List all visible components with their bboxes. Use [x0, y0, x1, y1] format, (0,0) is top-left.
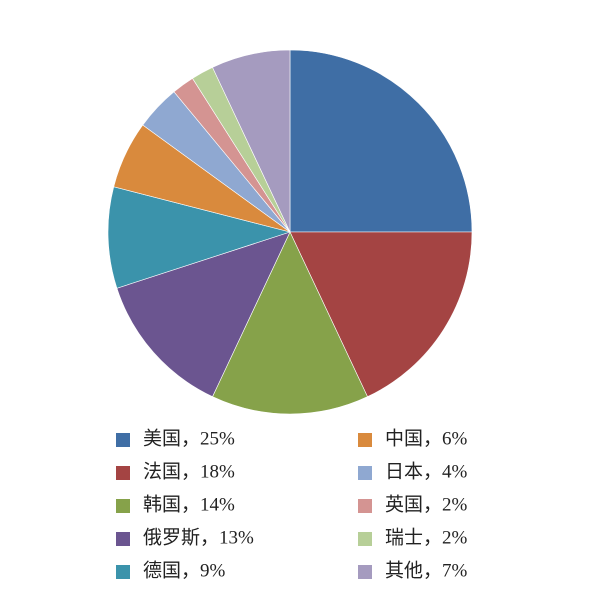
- legend-swatch: [358, 532, 372, 546]
- pie-slice: [289, 49, 473, 233]
- legend-swatch: [116, 433, 130, 447]
- legend-swatch: [116, 532, 130, 546]
- legend-label: 日本，4%: [385, 460, 468, 482]
- legend-swatch: [116, 499, 130, 513]
- legend-label: 瑞士，2%: [385, 526, 468, 548]
- legend-label: 俄罗斯，13%: [143, 526, 254, 548]
- pie-slice: [212, 49, 291, 233]
- legend-swatch: [358, 466, 372, 480]
- legend-swatch: [358, 433, 372, 447]
- legend-label: 德国，9%: [143, 559, 226, 581]
- legend-label: 其他，7%: [385, 559, 468, 581]
- legend-swatch: [116, 466, 130, 480]
- legend-label: 法国，18%: [143, 460, 235, 482]
- legend-label: 中国，6%: [385, 427, 468, 449]
- legend-label: 美国，25%: [143, 427, 235, 449]
- legend-label: 韩国，14%: [143, 493, 235, 515]
- pie-slice: [116, 231, 291, 398]
- legend-swatch: [358, 565, 372, 579]
- pie-slice: [107, 186, 292, 289]
- pie-slice: [212, 231, 368, 415]
- legend-label: 英国，2%: [385, 493, 468, 515]
- legend-swatch: [116, 565, 130, 579]
- pie-slice: [289, 231, 473, 398]
- legend-swatch: [358, 499, 372, 513]
